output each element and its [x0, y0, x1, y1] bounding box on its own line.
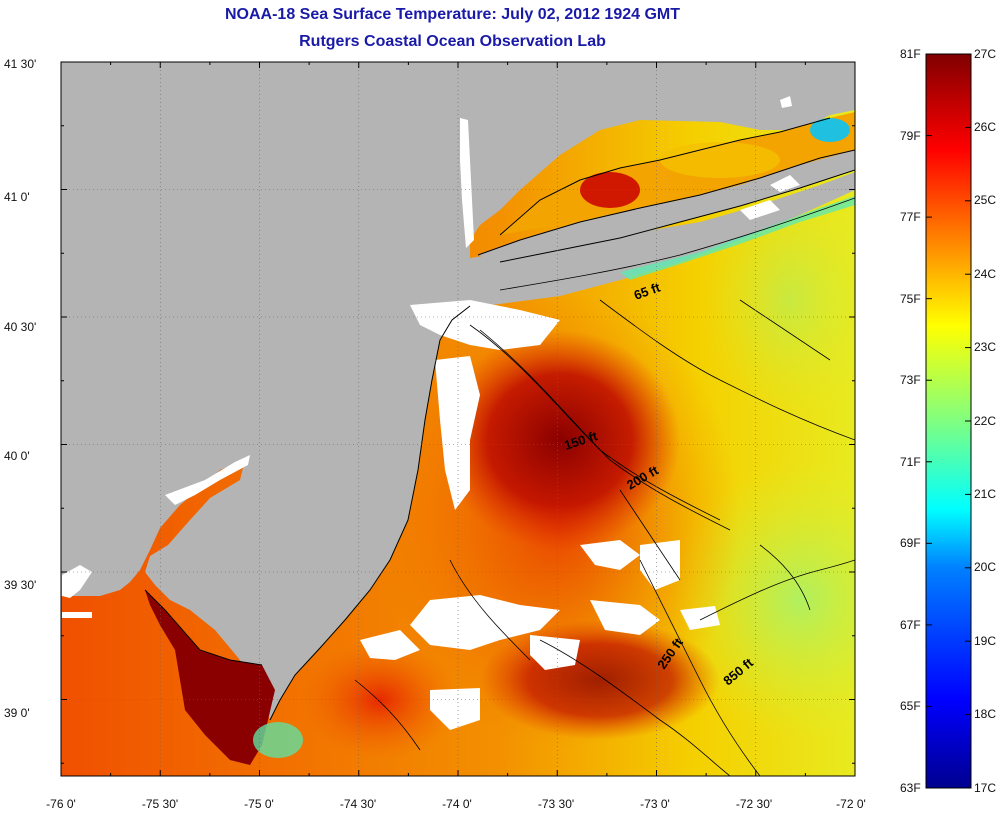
- x-tick-label: -72 0': [836, 797, 866, 811]
- colorbar-c-label: 23C: [974, 340, 997, 354]
- warm-core-delaware: [300, 640, 460, 760]
- colorbar-f-label: 71F: [900, 455, 921, 469]
- y-tick-label: 40 0': [4, 449, 30, 463]
- colorbar-f-label: 65F: [900, 699, 921, 713]
- colorbar-c-label: 22C: [974, 414, 997, 428]
- map-title: NOAA-18 Sea Surface Temperature: July 02…: [224, 6, 680, 23]
- y-tick-label: 40 30': [4, 320, 37, 334]
- colorbar-ticks: [926, 53, 971, 789]
- warm-core-north: [440, 330, 680, 550]
- x-tick-label: -74 30': [339, 797, 377, 811]
- capemay-cool-patch: [253, 722, 303, 758]
- x-tick-label: -75 30': [141, 797, 179, 811]
- colorbar-c-label: 24C: [974, 267, 997, 281]
- colorbar-c-label: 20C: [974, 560, 997, 574]
- x-tick-label: -75 0': [244, 797, 274, 811]
- coastline: [144, 117, 855, 721]
- colorbar-c-label: 17C: [974, 781, 997, 795]
- nearshore-cool-strip: [620, 196, 855, 280]
- colorbar-f-label: 81F: [900, 47, 921, 61]
- sound-cool-patch: [810, 118, 850, 142]
- y-tick-label: 41 0': [4, 190, 30, 204]
- long-island-sound: [500, 112, 855, 235]
- colorbar-c-label: 25C: [974, 193, 997, 207]
- colorbar: [925, 53, 972, 789]
- x-tick-label: -76 0': [46, 797, 76, 811]
- sound-yellow-patch: [660, 142, 780, 178]
- y-tick-label: 41 30': [4, 57, 37, 71]
- colorbar-f-label: 75F: [900, 292, 921, 306]
- warm-core-south: [480, 620, 720, 740]
- map-subtitle: Rutgers Coastal Ocean Observation Lab: [299, 33, 606, 50]
- colorbar-f-label: 67F: [900, 618, 921, 632]
- colorbar-f-label: 73F: [900, 373, 921, 387]
- colorbar-f-label: 69F: [900, 536, 921, 550]
- y-tick-label: 39 0': [4, 706, 30, 720]
- colorbar-c-label: 21C: [974, 487, 997, 501]
- colorbar-c-label: 27C: [974, 47, 997, 61]
- colorbar-f-label: 77F: [900, 210, 921, 224]
- sound-warm-patch: [580, 172, 640, 208]
- bathymetry-contours: [354, 197, 855, 776]
- x-tick-label: -73 0': [640, 797, 670, 811]
- colorbar-f-label: 63F: [900, 781, 921, 795]
- x-tick-label: -74 0': [442, 797, 472, 811]
- delaware-bay: [145, 590, 275, 765]
- colorbar-c-label: 26C: [974, 120, 997, 134]
- colorbar-c-label: 18C: [974, 707, 997, 721]
- colorbar-f-label: 79F: [900, 129, 921, 143]
- y-tick-label: 39 30': [4, 578, 37, 592]
- cloud-mask: [62, 96, 800, 730]
- colorbar-c-label: 19C: [974, 634, 997, 648]
- x-tick-label: -73 30': [537, 797, 575, 811]
- x-tick-label: -72 30': [735, 797, 773, 811]
- axis-ticks: [60, 61, 855, 776]
